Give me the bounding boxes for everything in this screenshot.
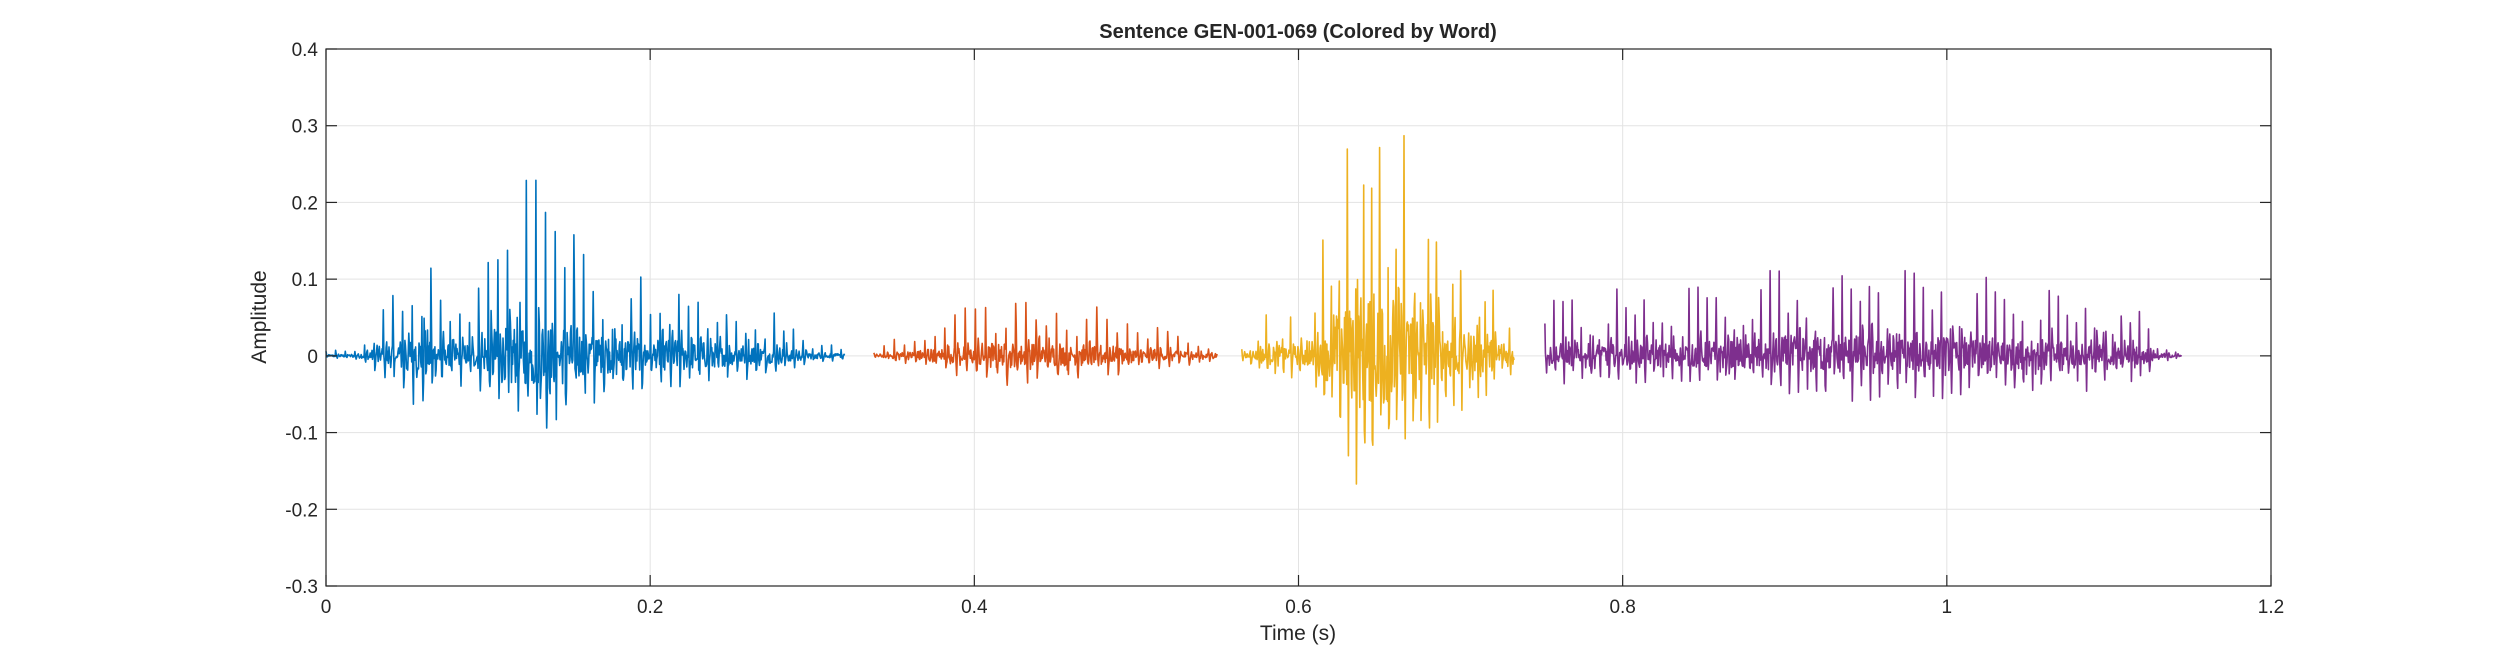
chart-title: Sentence GEN-001-069 (Colored by Word): [1099, 21, 1497, 43]
y-tick-label: 0: [307, 347, 318, 368]
x-tick-label: 0.6: [1285, 597, 1311, 618]
x-tick-label: 0.4: [961, 597, 988, 618]
x-axis-label: Time (s): [1260, 622, 1336, 645]
series-group: [325, 134, 2183, 485]
series-line-1: [325, 179, 846, 429]
y-tick-label: 0.2: [292, 193, 318, 214]
x-tick-label: 0.8: [1609, 597, 1635, 618]
y-tick-label: 0.3: [292, 117, 318, 138]
x-tick-label: 1: [1942, 597, 1953, 618]
x-tick-label: 0.2: [637, 597, 663, 618]
ticks: 0 0.2 0.4 0.6 0.8 1 1.2 -0.3 -0.2 -0.1 0 0.1 0.2 0.3 0…: [285, 40, 2284, 618]
series-line-3: [1241, 134, 1515, 485]
x-tick-label: 0: [321, 597, 332, 618]
y-tick-label: -0.2: [285, 500, 318, 521]
y-tick-label: -0.3: [285, 577, 318, 598]
y-tick-label: 0.1: [292, 270, 318, 291]
y-tick-label: 0.4: [292, 40, 319, 61]
x-tick-label: 1.2: [2258, 597, 2284, 618]
y-tick-label: -0.1: [285, 424, 318, 445]
series-line-2: [873, 301, 1218, 387]
y-axis-label: Amplitude: [248, 270, 271, 363]
series-line-4: [1544, 269, 2183, 402]
